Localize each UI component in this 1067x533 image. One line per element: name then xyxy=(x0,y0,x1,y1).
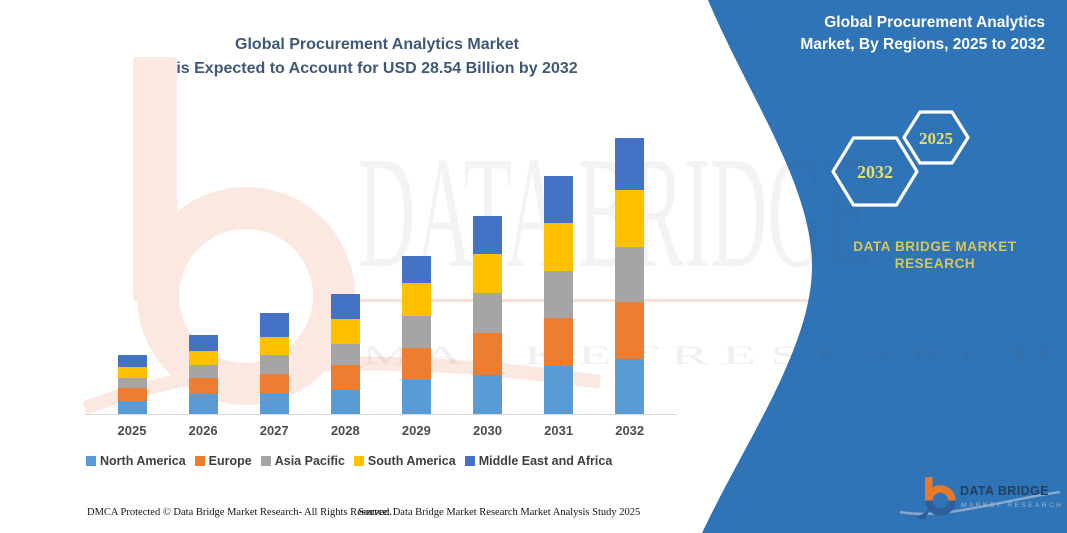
legend-item-europe: Europe xyxy=(194,454,252,468)
bar-segment-middle-east-and-africa-2027 xyxy=(259,313,289,338)
side-panel-heading: Global Procurement Analytics Market, By … xyxy=(800,12,1045,56)
watermark-horizontal-line xyxy=(336,299,814,302)
x-axis-line xyxy=(85,414,677,415)
bar-segment-asia-pacific-2030 xyxy=(473,293,502,333)
bar-segment-north-america-2028 xyxy=(330,390,360,414)
x-axis-label-2032: 2032 xyxy=(615,423,645,438)
watermark-logo-swoosh xyxy=(82,356,601,415)
bar-segment-middle-east-and-africa-2025 xyxy=(117,355,147,368)
legend-marker-icon xyxy=(464,456,475,466)
bar-segment-north-america-2029 xyxy=(401,380,431,414)
bar-segment-europe-2030 xyxy=(473,333,502,376)
bar-segment-north-america-2032 xyxy=(615,359,645,414)
bar-segment-north-america-2030 xyxy=(473,375,502,414)
legend-marker-icon xyxy=(86,456,96,466)
bar-segment-south-america-2029 xyxy=(401,283,431,316)
side-panel-brand-line2: RESEARCH xyxy=(894,256,976,271)
bar-segment-europe-2028 xyxy=(330,365,360,390)
logo-tagline: MARKET RESEARCH xyxy=(961,502,1064,509)
side-panel-brand-line1: DATA BRIDGE MARKET xyxy=(853,239,1017,254)
x-axis-label-2027: 2027 xyxy=(259,423,289,438)
legend-item-south-america: South America xyxy=(353,454,456,468)
dmca-footer: DMCA Protected © Data Bridge Market Rese… xyxy=(87,507,392,518)
chart-legend: North America Europe Asia Pacific South Ame… xyxy=(86,454,666,468)
x-axis-label-2026: 2026 xyxy=(188,423,218,438)
x-axis-label-2031: 2031 xyxy=(544,423,574,438)
bar-segment-north-america-2027 xyxy=(259,393,289,414)
source-footer: Source: Data Bridge Market Research Mark… xyxy=(358,507,641,518)
bar-segment-middle-east-and-africa-2030 xyxy=(473,216,502,254)
bar-segment-south-america-2026 xyxy=(188,351,218,365)
bar-segment-south-america-2031 xyxy=(544,223,574,272)
bar-segment-north-america-2031 xyxy=(544,366,574,414)
logo-b-top-arc xyxy=(925,485,956,501)
bar-segment-north-america-2025 xyxy=(117,401,147,414)
bar-segment-asia-pacific-2028 xyxy=(330,344,360,365)
legend-label: South America xyxy=(367,454,456,468)
bar-segment-europe-2029 xyxy=(401,347,431,380)
bar-segment-europe-2032 xyxy=(615,302,645,359)
legend-label: Middle East and Africa xyxy=(478,454,613,468)
logo-leaf-icon xyxy=(916,509,930,520)
legend-item-north-america: North America xyxy=(86,454,186,468)
chart-title-line1: Global Procurement Analytics Market xyxy=(235,36,519,53)
logo-swoosh-icon xyxy=(899,490,1061,516)
x-axis-label-2030: 2030 xyxy=(473,423,502,438)
bar-segment-europe-2026 xyxy=(188,378,218,394)
legend-item-asia-pacific: Asia Pacific xyxy=(260,454,345,468)
side-panel-brand: DATA BRIDGE MARKET RESEARCH xyxy=(810,238,1060,272)
hexagon-2025-year: 2025 xyxy=(919,129,953,148)
side-panel-shape xyxy=(702,0,1067,533)
legend-marker-icon xyxy=(353,456,364,466)
bar-segment-asia-pacific-2025 xyxy=(117,378,147,389)
x-axis-label-2025: 2025 xyxy=(117,423,147,438)
legend-label: North America xyxy=(100,454,186,468)
chart-title: Global Procurement Analytics Market is E… xyxy=(77,33,677,81)
bar-segment-asia-pacific-2031 xyxy=(544,271,574,319)
bar-segment-middle-east-and-africa-2028 xyxy=(330,293,360,319)
legend-label: Asia Pacific xyxy=(274,454,345,468)
bar-segment-asia-pacific-2029 xyxy=(401,315,431,348)
x-axis-label-2029: 2029 xyxy=(401,423,431,438)
legend-item-middle-east-and-africa: Middle East and Africa xyxy=(464,454,613,468)
logo-b-bottom-arc xyxy=(925,500,956,516)
bar-segment-europe-2031 xyxy=(544,318,574,367)
hexagon-2025-icon xyxy=(902,110,970,165)
bar-segment-middle-east-and-africa-2029 xyxy=(401,256,431,283)
bar-segment-south-america-2028 xyxy=(330,318,360,344)
bar-segment-middle-east-and-africa-2031 xyxy=(544,176,574,224)
x-axis-label-2028: 2028 xyxy=(330,423,360,438)
bar-segment-south-america-2025 xyxy=(117,367,147,379)
bar-segment-south-america-2032 xyxy=(615,190,645,247)
bar-segment-south-america-2030 xyxy=(473,254,502,293)
bar-segment-asia-pacific-2032 xyxy=(615,247,645,302)
logo-company-name: DATA BRIDGE xyxy=(960,484,1049,498)
hexagon-2032-year: 2032 xyxy=(857,162,893,182)
dbmr-logo: DATA BRIDGE MARKET RESEARCH xyxy=(898,470,1063,528)
bar-segment-europe-2027 xyxy=(259,374,289,394)
bar-segment-asia-pacific-2026 xyxy=(188,365,218,379)
hexagon-2032-icon xyxy=(831,136,919,207)
bar-segment-middle-east-and-africa-2032 xyxy=(615,138,645,190)
legend-marker-icon xyxy=(194,456,205,466)
side-panel-heading-line2: Market, By Regions, 2025 to 2032 xyxy=(800,36,1045,53)
bar-segment-europe-2025 xyxy=(117,388,147,402)
bar-segment-south-america-2027 xyxy=(259,337,289,356)
bar-segment-middle-east-and-africa-2026 xyxy=(188,335,218,352)
bar-segment-north-america-2026 xyxy=(188,394,218,414)
dbmr-logo-icon xyxy=(899,477,1061,520)
logo-b-stem xyxy=(925,477,933,502)
legend-label: Europe xyxy=(208,454,252,468)
side-panel-heading-line1: Global Procurement Analytics xyxy=(824,14,1045,31)
bar-segment-asia-pacific-2027 xyxy=(259,355,289,375)
legend-marker-icon xyxy=(260,456,271,466)
chart-title-line2: is Expected to Account for USD 28.54 Bil… xyxy=(176,60,578,77)
